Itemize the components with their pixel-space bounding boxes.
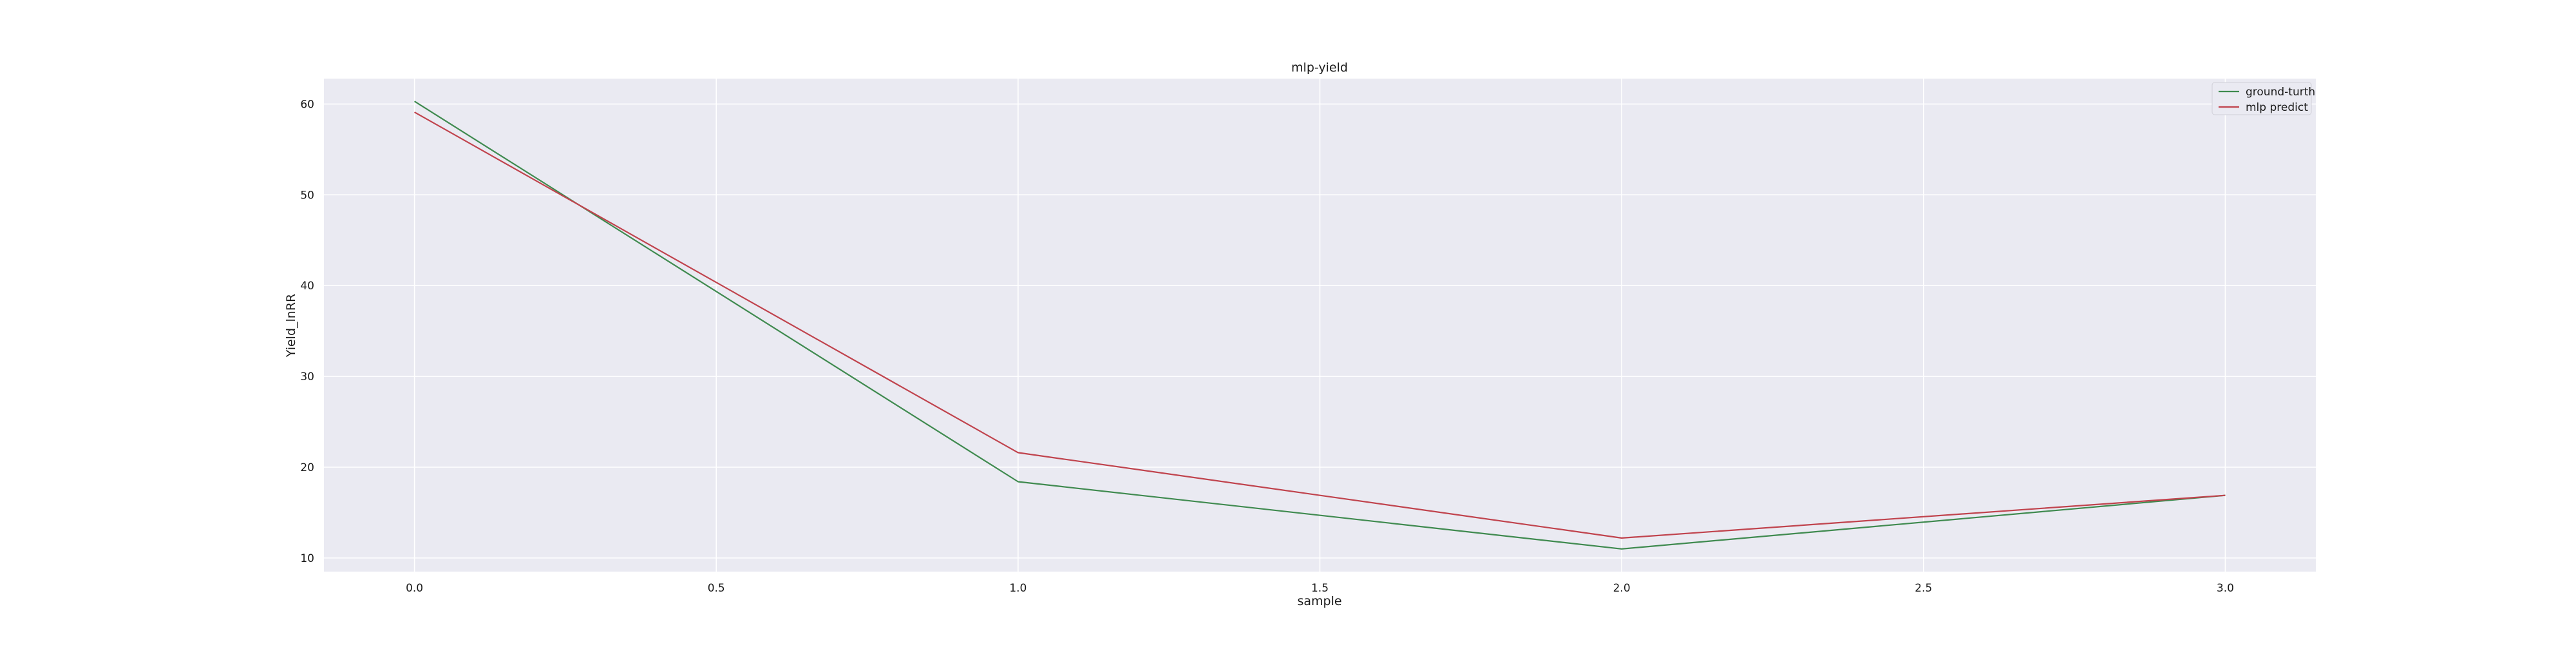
x-tick-label: 0.0 <box>406 582 423 595</box>
y-tick-label: 30 <box>300 371 314 383</box>
chart-title: mlp-yield <box>1291 61 1348 75</box>
y-tick-label: 20 <box>300 461 314 474</box>
y-axis-ticks: 10 20 30 40 50 60 <box>300 98 314 565</box>
x-tick-label: 1.0 <box>1009 582 1027 595</box>
x-axis-label: sample <box>1297 594 1341 608</box>
y-tick-label: 60 <box>300 98 314 111</box>
legend: ground-turth mlp predict <box>2211 82 2315 115</box>
series-line-ground-turth <box>414 101 2226 550</box>
x-axis-ticks: 0.0 0.5 1.0 1.5 2.0 2.5 3.0 <box>406 582 2234 595</box>
series-line-mlp-predict <box>414 111 2226 539</box>
legend-label: ground-turth <box>2246 86 2315 99</box>
legend-label: mlp predict <box>2246 101 2308 114</box>
x-tick-label: 2.0 <box>1613 582 1631 595</box>
y-tick-label: 10 <box>300 552 314 565</box>
y-tick-label: 40 <box>300 280 314 293</box>
y-axis-label: Yield_lnRR <box>284 294 298 358</box>
x-tick-label: 3.0 <box>2217 582 2234 595</box>
x-tick-label: 0.5 <box>708 582 725 595</box>
y-tick-label: 50 <box>300 189 314 202</box>
series-lines <box>414 101 2226 550</box>
x-tick-label: 2.5 <box>1915 582 1932 595</box>
grid-lines <box>324 79 2316 572</box>
x-tick-label: 1.5 <box>1311 582 1329 595</box>
